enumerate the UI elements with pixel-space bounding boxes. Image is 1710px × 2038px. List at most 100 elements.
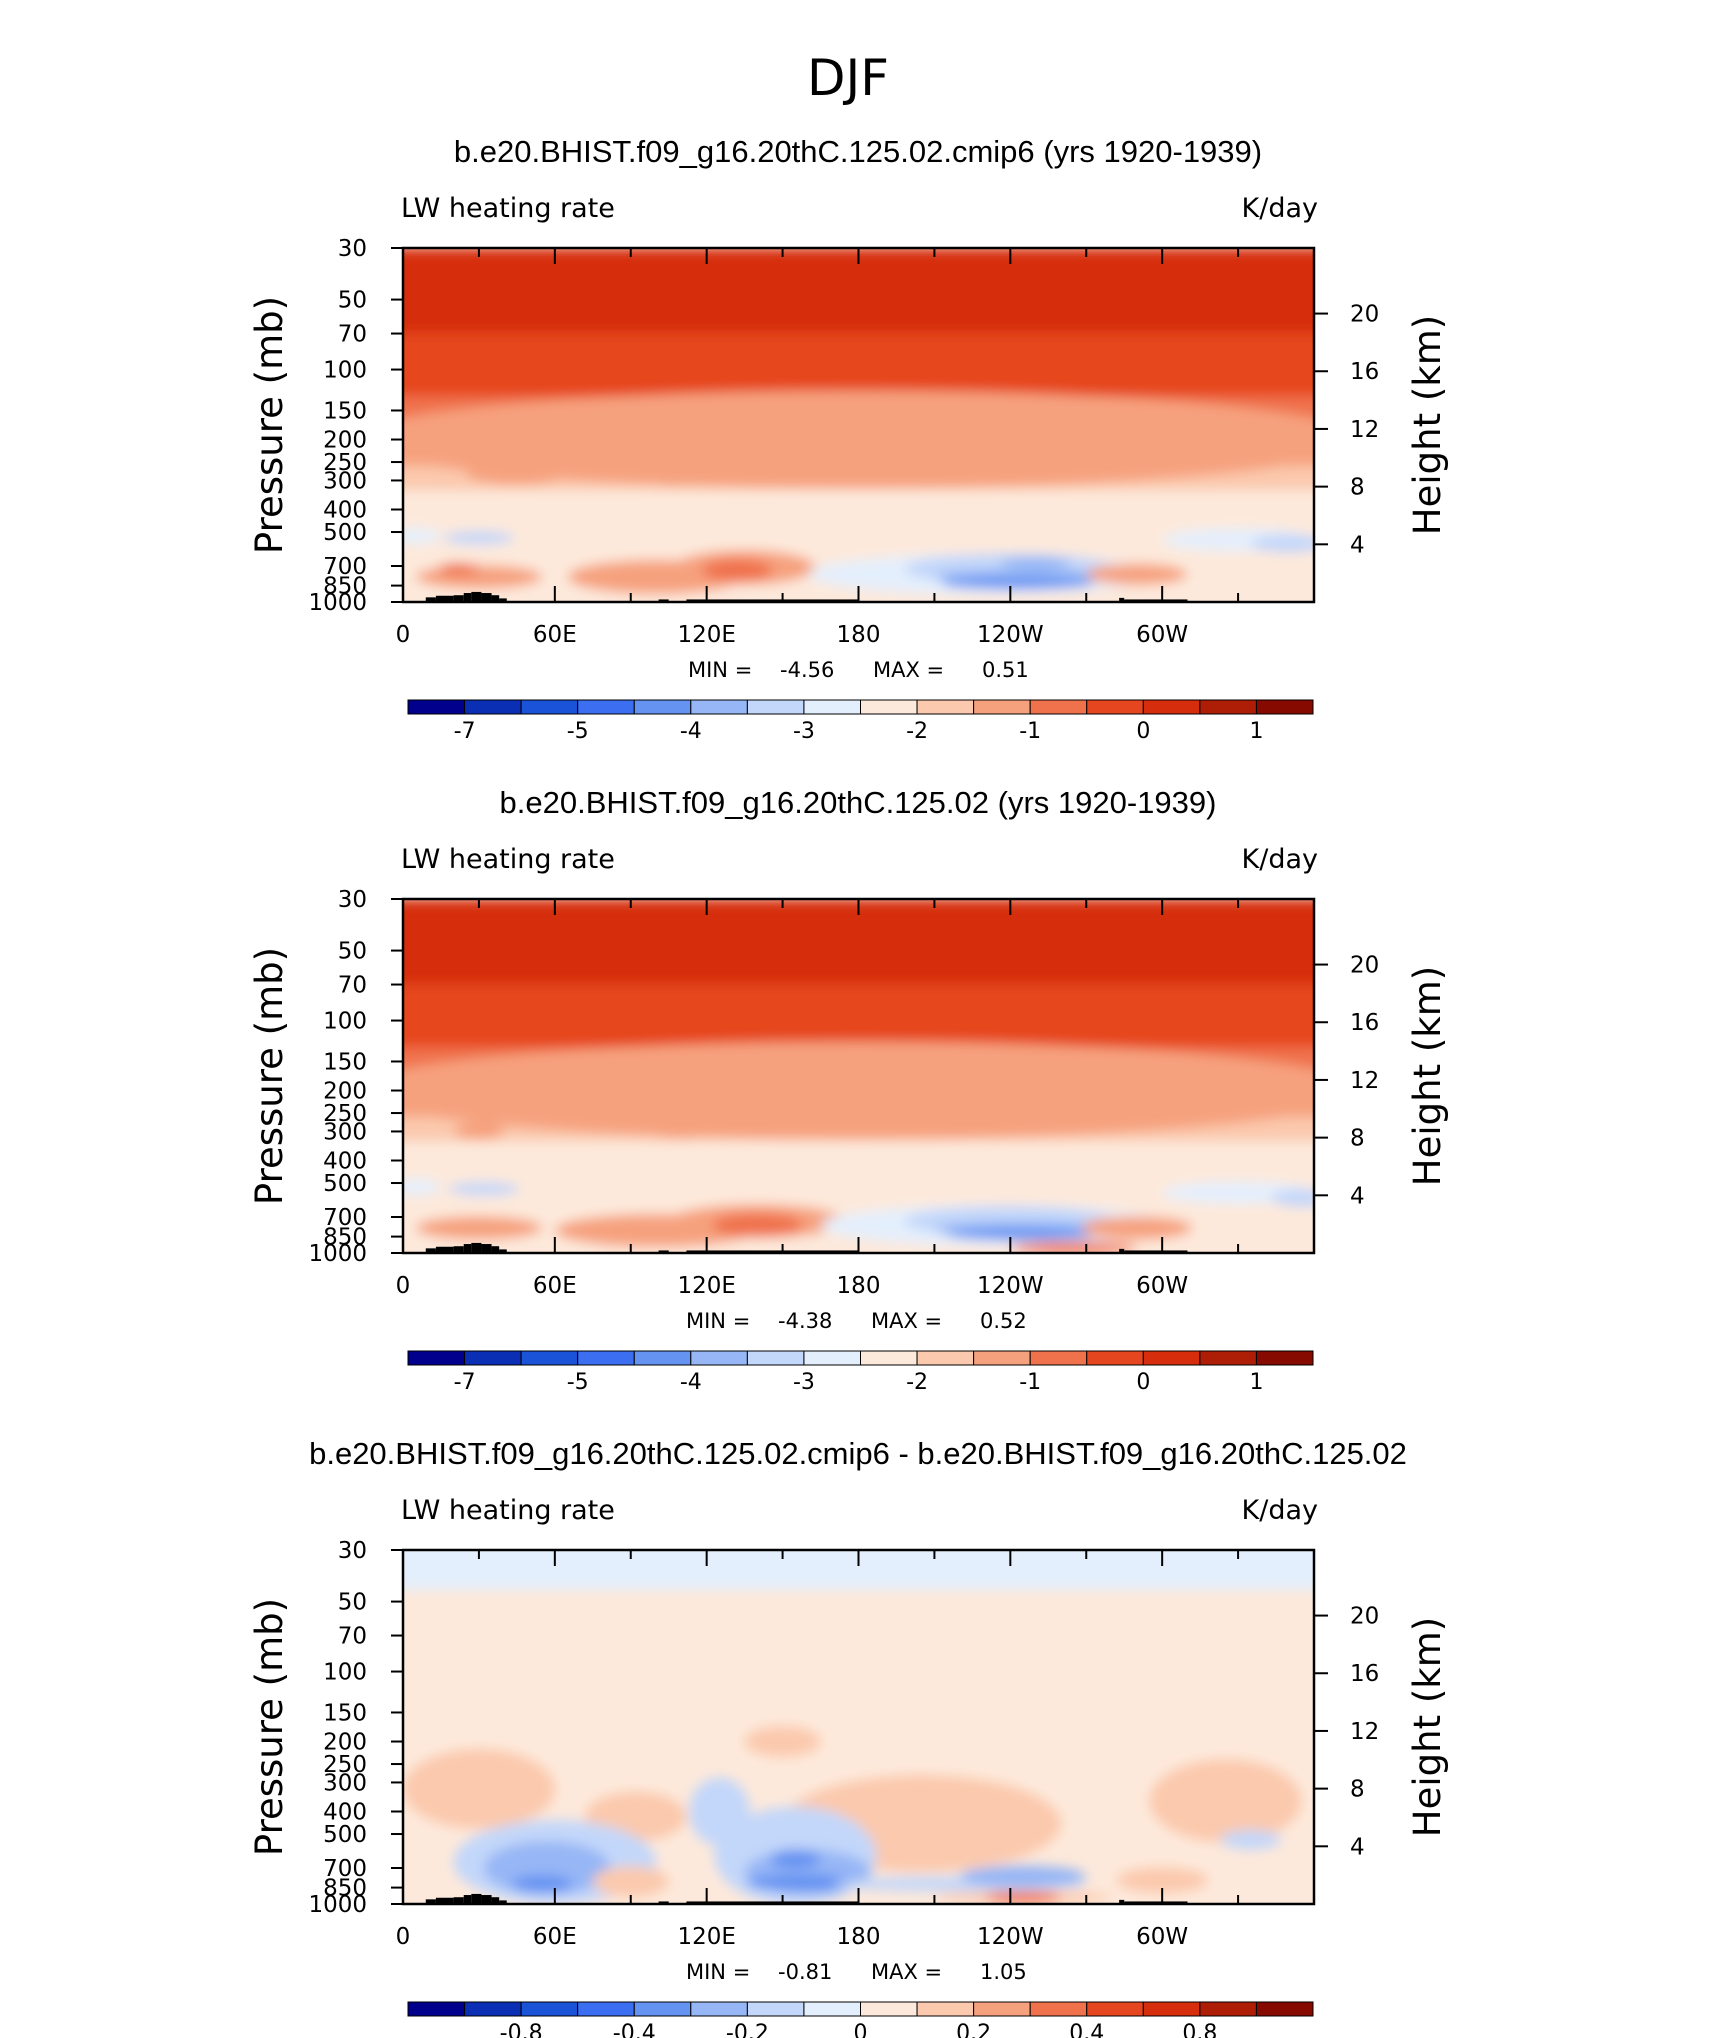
colorbar-swatch (633, 699, 692, 715)
y-tick-label: 30 (338, 236, 367, 262)
colorbar-label: 1 (1249, 719, 1263, 744)
x-tick-label: 0 (396, 1924, 411, 1950)
x-tick-label: 60W (1136, 1273, 1188, 1299)
height-tick-label: 16 (1350, 1661, 1379, 1687)
terrain-block (686, 1901, 859, 1904)
contour-region (415, 565, 543, 589)
colorbar-swatch (1029, 699, 1088, 715)
y-tick-label: 700 (323, 1205, 367, 1231)
terrain-block (499, 1900, 507, 1904)
height-tick-label: 4 (1350, 1183, 1365, 1209)
y-tick-label: 1000 (308, 590, 367, 616)
terrain-block (471, 1242, 482, 1253)
colorbar-swatch (746, 699, 805, 715)
y-tick-label: 850 (323, 1225, 367, 1251)
terrain-block (481, 1244, 492, 1253)
colorbar-swatch (916, 2001, 975, 2017)
contour-region (403, 390, 1314, 489)
colorbar-label: -5 (567, 719, 589, 744)
max-value: 0.52 (980, 1309, 1027, 1333)
terrain-block (435, 1246, 454, 1253)
colorbar-label: -7 (454, 1370, 476, 1395)
plot-area (401, 897, 1316, 1255)
contour-region (942, 577, 1094, 590)
terrain-block (435, 1897, 454, 1904)
colorbar-label: 1 (1249, 1370, 1263, 1395)
colorbar-label: -1 (1019, 1370, 1041, 1395)
contour-region (448, 1182, 520, 1196)
x-tick-label: 120W (977, 1924, 1044, 1950)
height-tick-label: 20 (1350, 1604, 1379, 1630)
contour-region (947, 1228, 1099, 1241)
terrain-block (463, 593, 472, 602)
colorbar-swatch (464, 699, 522, 715)
colorbar-swatch (803, 1350, 861, 1366)
terrain-block (686, 599, 859, 602)
contour-region (658, 474, 689, 487)
colorbar-label: 0.8 (1182, 2021, 1217, 2038)
terrain-block (471, 1893, 482, 1904)
contour-band (403, 333, 1314, 397)
height-tick-label: 8 (1350, 1777, 1365, 1803)
y-tick-label: 700 (323, 554, 367, 580)
colorbar-swatch (1086, 699, 1144, 715)
colorbar-swatch (407, 1350, 466, 1366)
contour-region (744, 1726, 821, 1757)
colorbar-label: 0 (854, 2021, 868, 2038)
y-tick-label: 250 (323, 1752, 367, 1778)
panel-2: b.e20.BHIST.f09_g16.20thC.125.02 (yrs 19… (248, 785, 1449, 1395)
terrain-block (1119, 1248, 1125, 1253)
colorbar-label: -0.2 (726, 2021, 769, 2038)
terrain-block (463, 1895, 472, 1904)
y-axis-right-title: Height (km) (1406, 315, 1449, 535)
colorbar-swatch (1255, 1350, 1314, 1366)
min-value: -4.38 (778, 1309, 832, 1333)
terrain-block (686, 1250, 859, 1253)
y-tick-label: 400 (323, 497, 367, 523)
y-tick-label: 200 (323, 1079, 367, 1105)
x-tick-label: 180 (837, 622, 881, 648)
contour-region (438, 562, 479, 575)
colorbar-label: -2 (906, 1370, 928, 1395)
colorbar-swatch (577, 699, 635, 715)
height-tick-label: 8 (1350, 475, 1365, 501)
contour-region (747, 1873, 859, 1892)
contour-region (453, 1123, 505, 1140)
y-axis-right-title: Height (km) (1406, 1617, 1449, 1837)
variable-label: LW heating rate (401, 844, 615, 875)
y-tick-label: 70 (338, 322, 367, 348)
contour-region (959, 1865, 1087, 1887)
height-tick-label: 20 (1350, 302, 1379, 328)
colorbar-swatch (464, 1350, 522, 1366)
colorbar-label: -0.8 (500, 2021, 543, 2038)
y-tick-label: 250 (323, 450, 367, 476)
colorbar-label: -1 (1019, 719, 1041, 744)
x-tick-label: 60E (533, 1273, 577, 1299)
colorbar-label: -4 (680, 1370, 702, 1395)
x-tick-label: 60E (533, 1924, 577, 1950)
terrain-block (1124, 1901, 1188, 1904)
colorbar-swatch (973, 699, 1031, 715)
colorbar-swatch (1255, 2001, 1314, 2017)
x-tick-label: 120E (677, 1924, 735, 1950)
y-tick-label: 150 (323, 398, 367, 424)
colorbar: -7 -5 -4 -3 -2 -1 0 1 (407, 699, 1314, 744)
variable-label: LW heating rate (401, 193, 615, 224)
y-tick-label: 400 (323, 1148, 367, 1174)
y-tick-label: 100 (323, 1009, 367, 1035)
colorbar-swatch (1142, 2001, 1201, 2017)
height-tick-label: 12 (1350, 1068, 1379, 1094)
terrain-block (453, 1246, 464, 1253)
x-tick-label: 120W (977, 1273, 1044, 1299)
colorbar-swatch (1142, 699, 1201, 715)
terrain-block (1119, 597, 1125, 602)
colorbar-swatch (520, 1350, 579, 1366)
colorbar-swatch (746, 2001, 805, 2017)
min-label: MIN = (688, 658, 752, 682)
colorbar-label: -2 (906, 719, 928, 744)
terrain-block (463, 1244, 472, 1253)
min-value: -4.56 (780, 658, 834, 682)
colorbar-swatch (1029, 1350, 1088, 1366)
